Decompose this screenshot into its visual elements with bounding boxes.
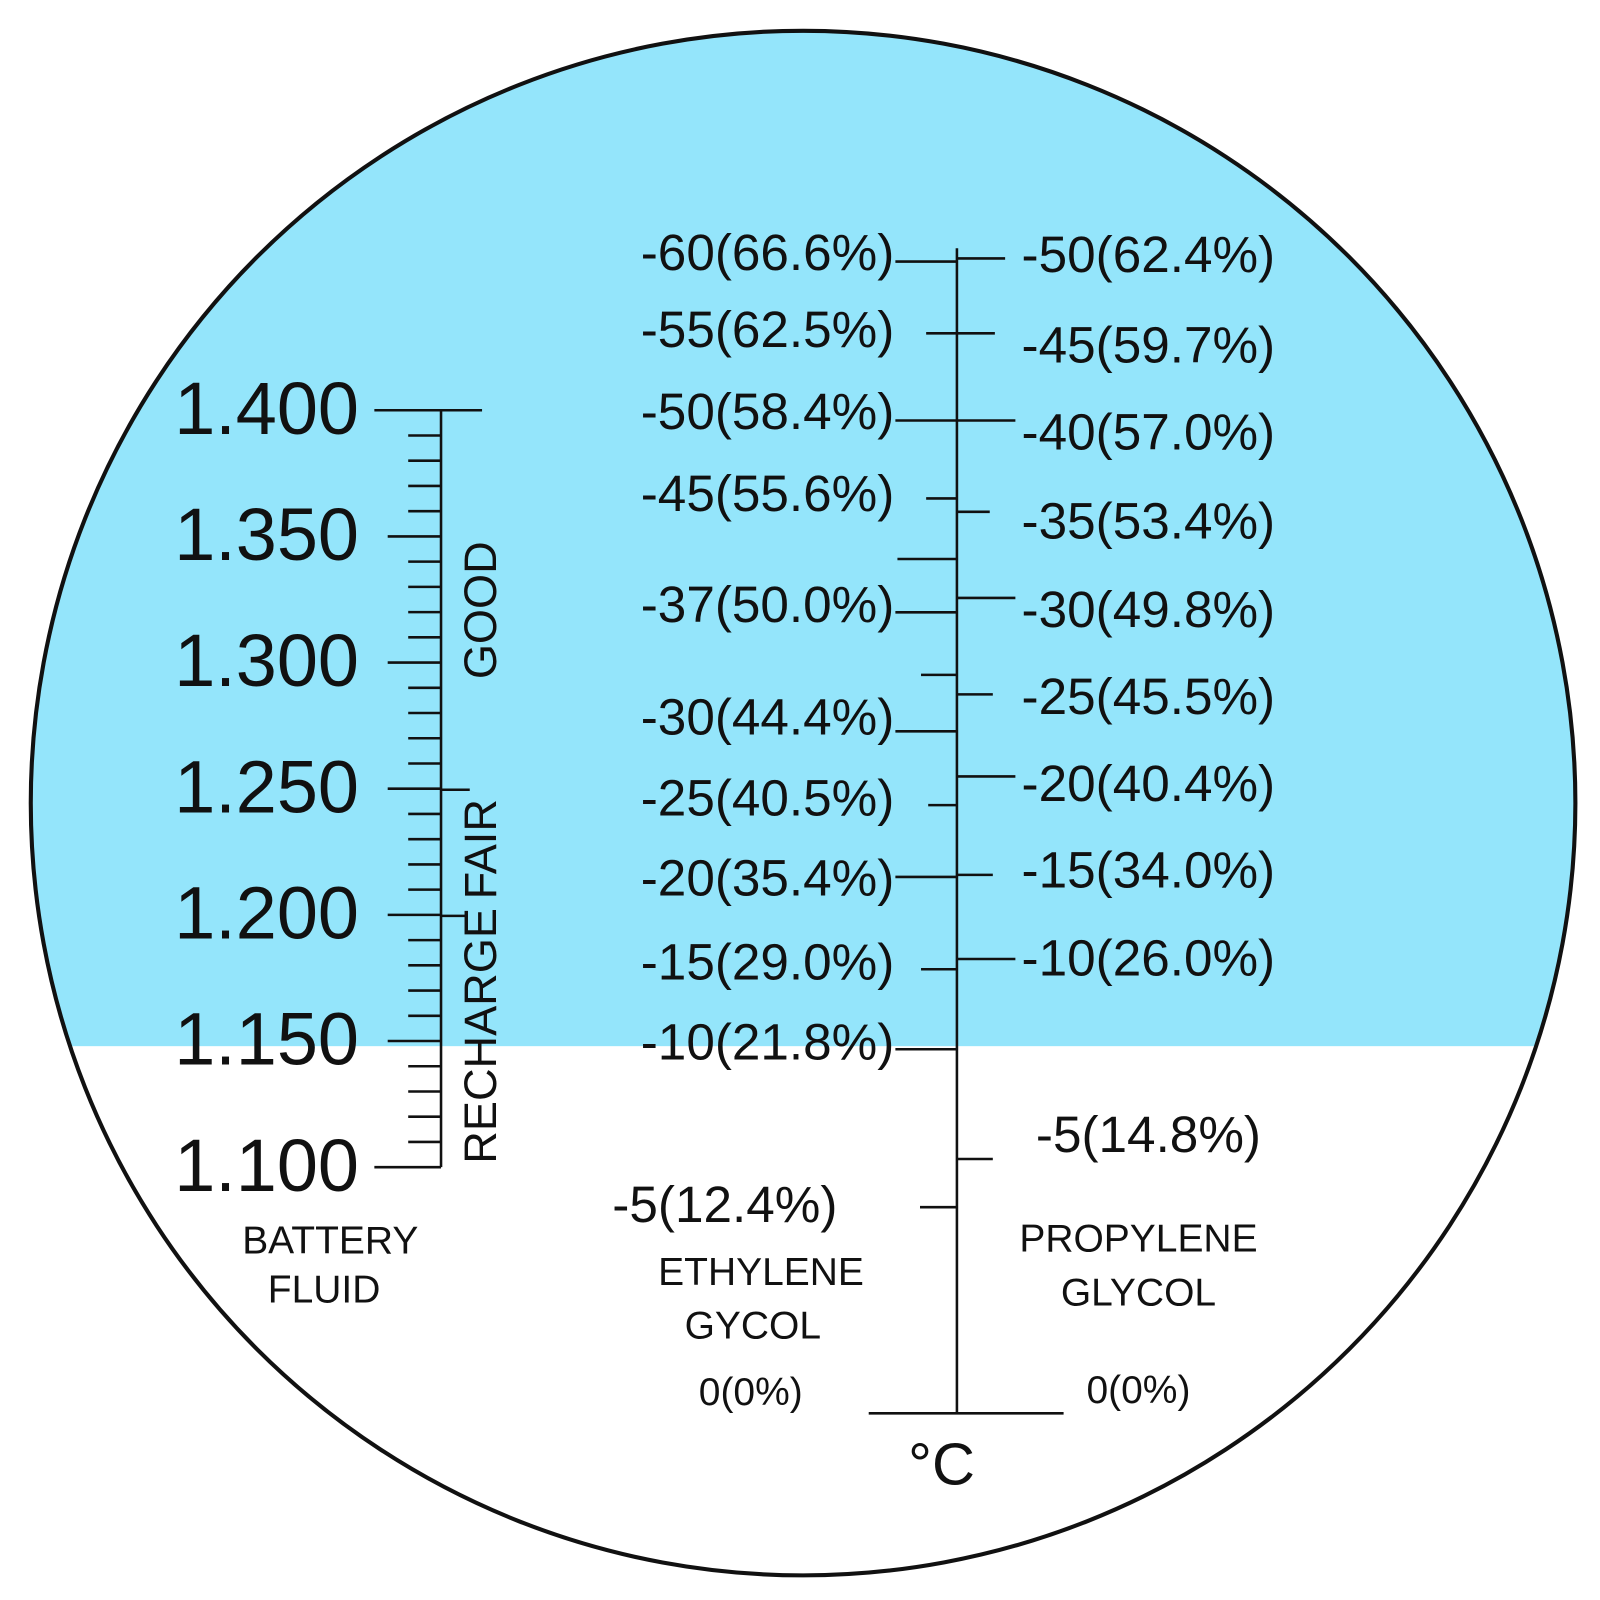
scale-label: -45(55.6%) xyxy=(641,465,895,522)
scale-label: -37(50.0%) xyxy=(641,576,895,633)
scale-label: -5(12.4%) xyxy=(612,1176,837,1233)
scale-label: -5(14.8%) xyxy=(1036,1106,1261,1163)
scale-label: GLYCOL xyxy=(1061,1272,1216,1315)
scale-label: BATTERY xyxy=(242,1219,418,1262)
scale-label: -10(21.8%) xyxy=(641,1014,895,1071)
scale-label: -60(66.6%) xyxy=(641,224,895,281)
labels: 1.400 1.350 1.300 1.250 1.200 1.150 1.100 GOOD F… xyxy=(174,224,1275,1497)
scale-label: -35(53.4%) xyxy=(1022,493,1276,550)
scale-label: 1.150 xyxy=(174,998,359,1081)
scale-label: -20(35.4%) xyxy=(641,850,895,907)
scale-label: 1.200 xyxy=(174,871,359,954)
scale-label: -15(34.0%) xyxy=(1022,841,1276,898)
scale-label: GOOD xyxy=(455,541,506,679)
scale-label: 1.400 xyxy=(174,367,359,450)
scale-label: -15(29.0%) xyxy=(641,934,895,991)
scale-label: 1.300 xyxy=(174,619,359,702)
scale-label: 1.250 xyxy=(174,745,359,828)
scale-label: PROPYLENE xyxy=(1019,1217,1257,1260)
scale-label: -30(49.8%) xyxy=(1022,581,1276,638)
ticks xyxy=(374,248,1064,1415)
scale-label: FLUID xyxy=(268,1269,381,1312)
scale-label: °C xyxy=(908,1430,975,1497)
scale-label: RECHARGE xyxy=(455,908,506,1164)
scale-label: -25(40.5%) xyxy=(641,770,895,827)
scale-label: -10(26.0%) xyxy=(1022,930,1276,987)
scale-label: -55(62.5%) xyxy=(641,301,895,358)
scale-label: ETHYLENE xyxy=(658,1251,864,1294)
scale-label: -50(62.4%) xyxy=(1022,226,1276,283)
scale-label: -20(40.4%) xyxy=(1022,755,1276,812)
scale-label: 1.350 xyxy=(174,493,359,576)
scale-label: -50(58.4%) xyxy=(641,383,895,440)
scale-label: FAIR xyxy=(455,799,506,899)
scale-label: -25(45.5%) xyxy=(1022,668,1276,725)
lens-outline xyxy=(28,28,1578,1578)
scale-label: 0(0%) xyxy=(1086,1369,1190,1412)
scale-label: -30(44.4%) xyxy=(641,689,895,746)
scale-label: -45(59.7%) xyxy=(1022,316,1276,373)
scale-label: 1.100 xyxy=(174,1124,359,1207)
scale-label: 0(0%) xyxy=(699,1371,803,1414)
scale-label: -40(57.0%) xyxy=(1022,403,1276,460)
scale-label: GYCOL xyxy=(685,1305,821,1348)
